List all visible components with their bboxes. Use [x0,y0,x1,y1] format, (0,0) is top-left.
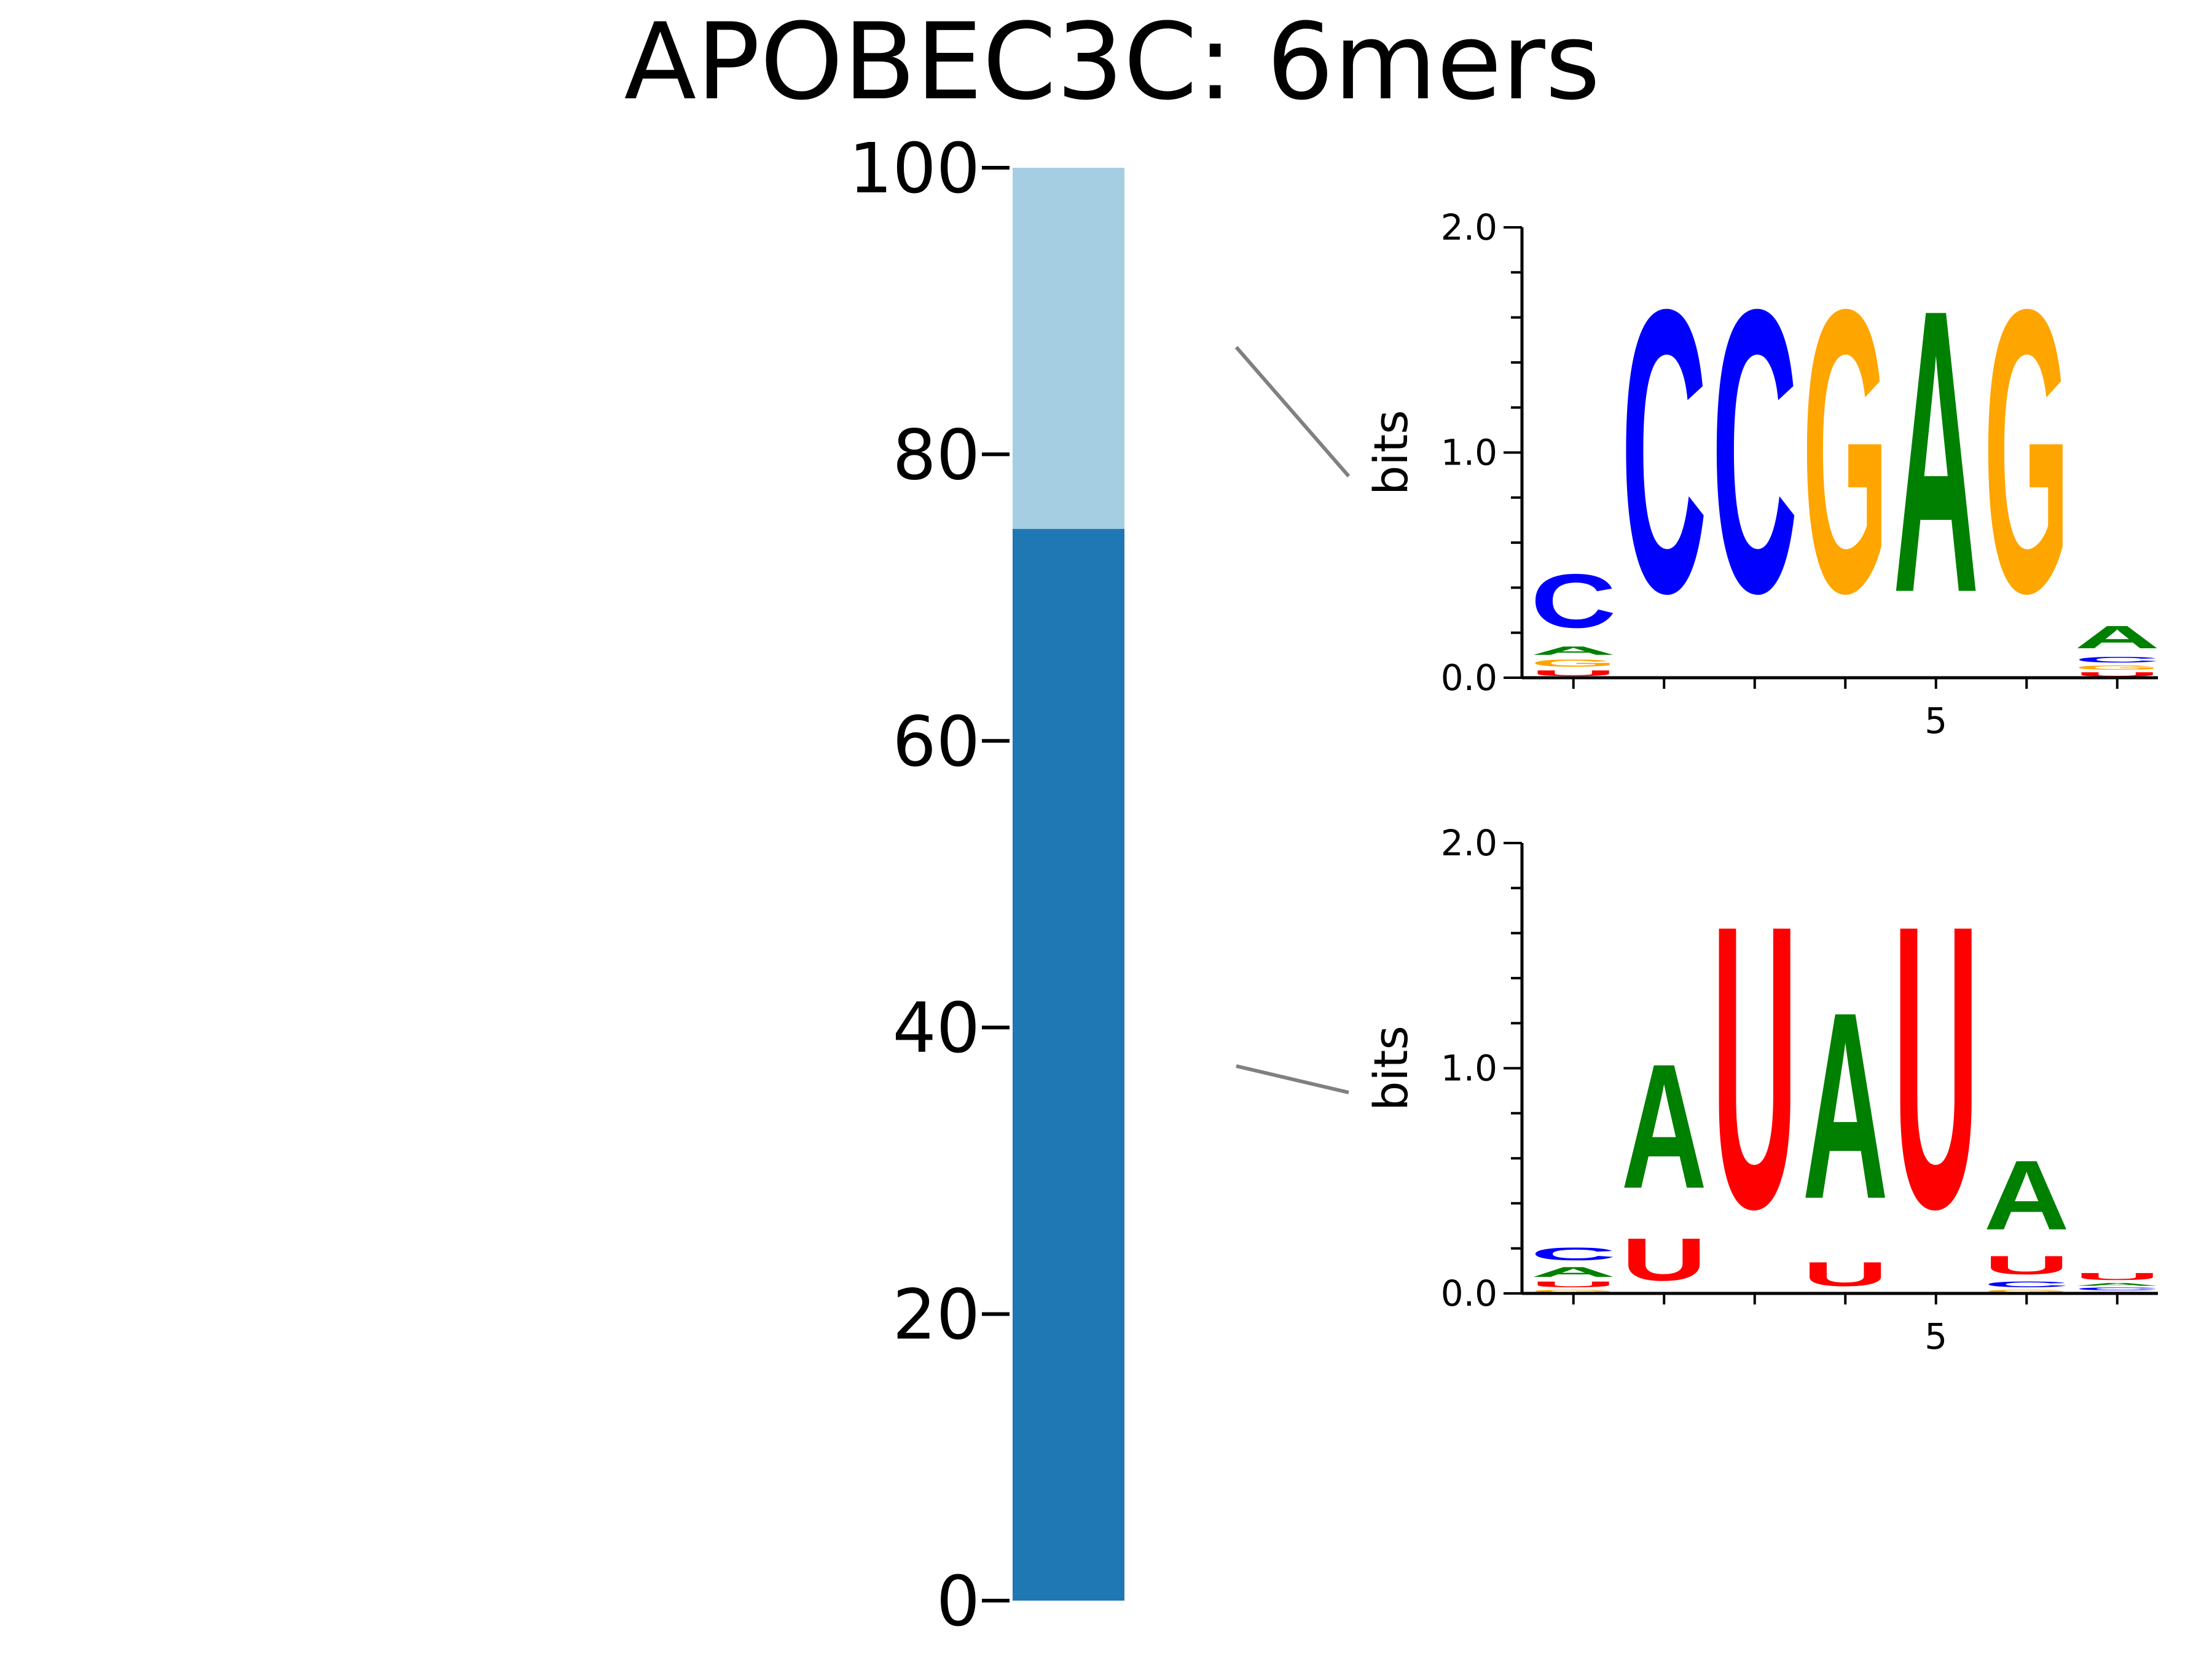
chart-title: APOBEC3C: 6mers [624,0,1601,124]
logo-y-label: bits [1363,1026,1418,1111]
y-tick-label: 0 [936,1562,980,1642]
bar-axis: 0 20 40 60 80 100 [849,129,1010,1642]
logo-y-tick-label: 2.0 [1441,206,1497,248]
connector-line-1 [1236,1064,1349,1094]
logo-letter-C: C [2074,655,2160,664]
logo-y-tick-label: 1.0 [1441,1048,1497,1089]
logo-letter-G: G [1984,1289,2069,1293]
logo-letter-A: A [1803,957,1888,1255]
logo-x-tick-label: 5 [1924,700,1947,742]
bar-segment-0 [1013,528,1124,1601]
logo-letter-G: G [2074,664,2160,671]
logo-letter-G: G [1531,1289,1616,1293]
y-tick-label: 60 [892,702,980,782]
logo-letter-U: U [1984,1250,2069,1280]
logo-letter-U: U [1712,841,1797,1292]
logo-letter-U: U [2074,1271,2160,1282]
logo-letter-A: A [2074,1282,2160,1287]
y-tick-label: 100 [849,129,980,209]
logo-letter-U: U [1531,669,1616,678]
logo-letter-A: A [1893,225,1979,677]
y-tick-label: 40 [892,989,980,1069]
bar-segment-1 [1013,168,1124,529]
logo-y-tick-label: 0.0 [1441,1273,1497,1314]
logo-letter-U: U [2074,671,2160,678]
logo-letter-C: C [2074,1287,2160,1291]
logo-letter-A: A [1984,1140,2069,1250]
logo-y-tick-label: 2.0 [1441,822,1497,864]
logo-x-tick-label: 5 [1924,1316,1947,1357]
logo-letter-A: A [2074,619,2160,655]
logo-letter-C: C [1531,559,1617,644]
y-tick-label: 20 [892,1276,980,1355]
logo-letter-C: C [1531,1244,1616,1264]
logo-letter-U: U [1893,841,1979,1292]
logo-letter-C: C [1712,225,1797,677]
logo-y-tick-label: 1.0 [1441,432,1497,474]
logo-letter-U: U [1531,1280,1616,1289]
logo-letter-A: A [1531,1264,1617,1280]
logo-letter-U: U [1622,1226,1707,1293]
logo-y-tick-label: 0.0 [1441,657,1497,699]
logo-letter-U: U [1803,1255,1889,1293]
stacked-bar [1013,168,1124,1601]
logo-letter-C: C [1622,225,1707,677]
y-tick-label: 80 [892,415,980,495]
connector-lines [1234,346,1351,1094]
logo-letter-G: G [1531,657,1616,669]
logo-y-label: bits [1363,410,1418,495]
connector-line-0 [1234,346,1351,477]
logo-letter-A: A [1622,1027,1707,1226]
logo-letter-G: G [1984,226,2069,677]
logo-letter-A: A [1531,644,1616,657]
logo-letter-G: G [1803,226,1888,677]
logo-letter-C: C [1984,1280,2069,1289]
